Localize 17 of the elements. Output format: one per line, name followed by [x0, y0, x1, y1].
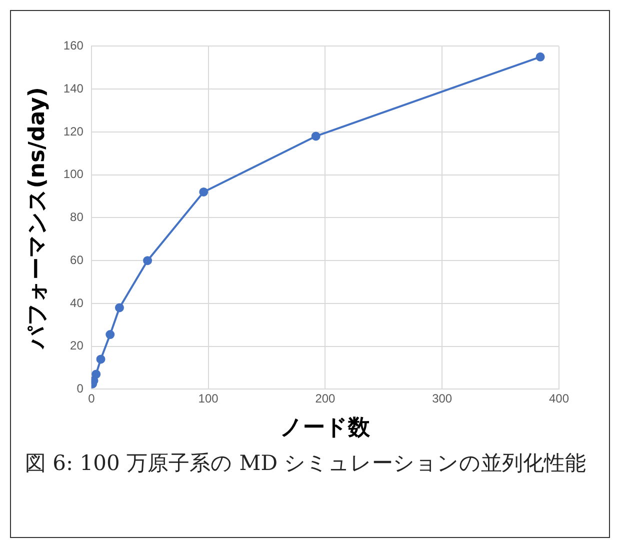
y-tick-label: 140 — [63, 81, 84, 96]
x-tick-label: 300 — [432, 392, 452, 406]
y-tick-label: 160 — [63, 38, 84, 53]
y-axis-title: パフォーマンス(ns/day) — [24, 87, 50, 350]
y-tick-label: 20 — [70, 338, 84, 353]
x-tick-label: 200 — [315, 392, 336, 406]
y-tick-label: 0 — [76, 382, 84, 396]
x-tick-label: 100 — [198, 392, 219, 406]
y-tick-label: 60 — [70, 252, 84, 267]
x-tick-label: 400 — [548, 392, 570, 406]
y-tick-label: 40 — [70, 296, 84, 310]
x-tick-label: 0 — [88, 392, 96, 406]
y-tick-label: 100 — [63, 167, 84, 182]
y-tick-label: 120 — [63, 124, 84, 138]
caption: 図 6: 100 万原子系の MD シミュレーションの並列化性能 — [25, 450, 588, 477]
y-tick-label: 80 — [70, 210, 84, 224]
x-axis-title: ノード数 — [280, 416, 372, 441]
